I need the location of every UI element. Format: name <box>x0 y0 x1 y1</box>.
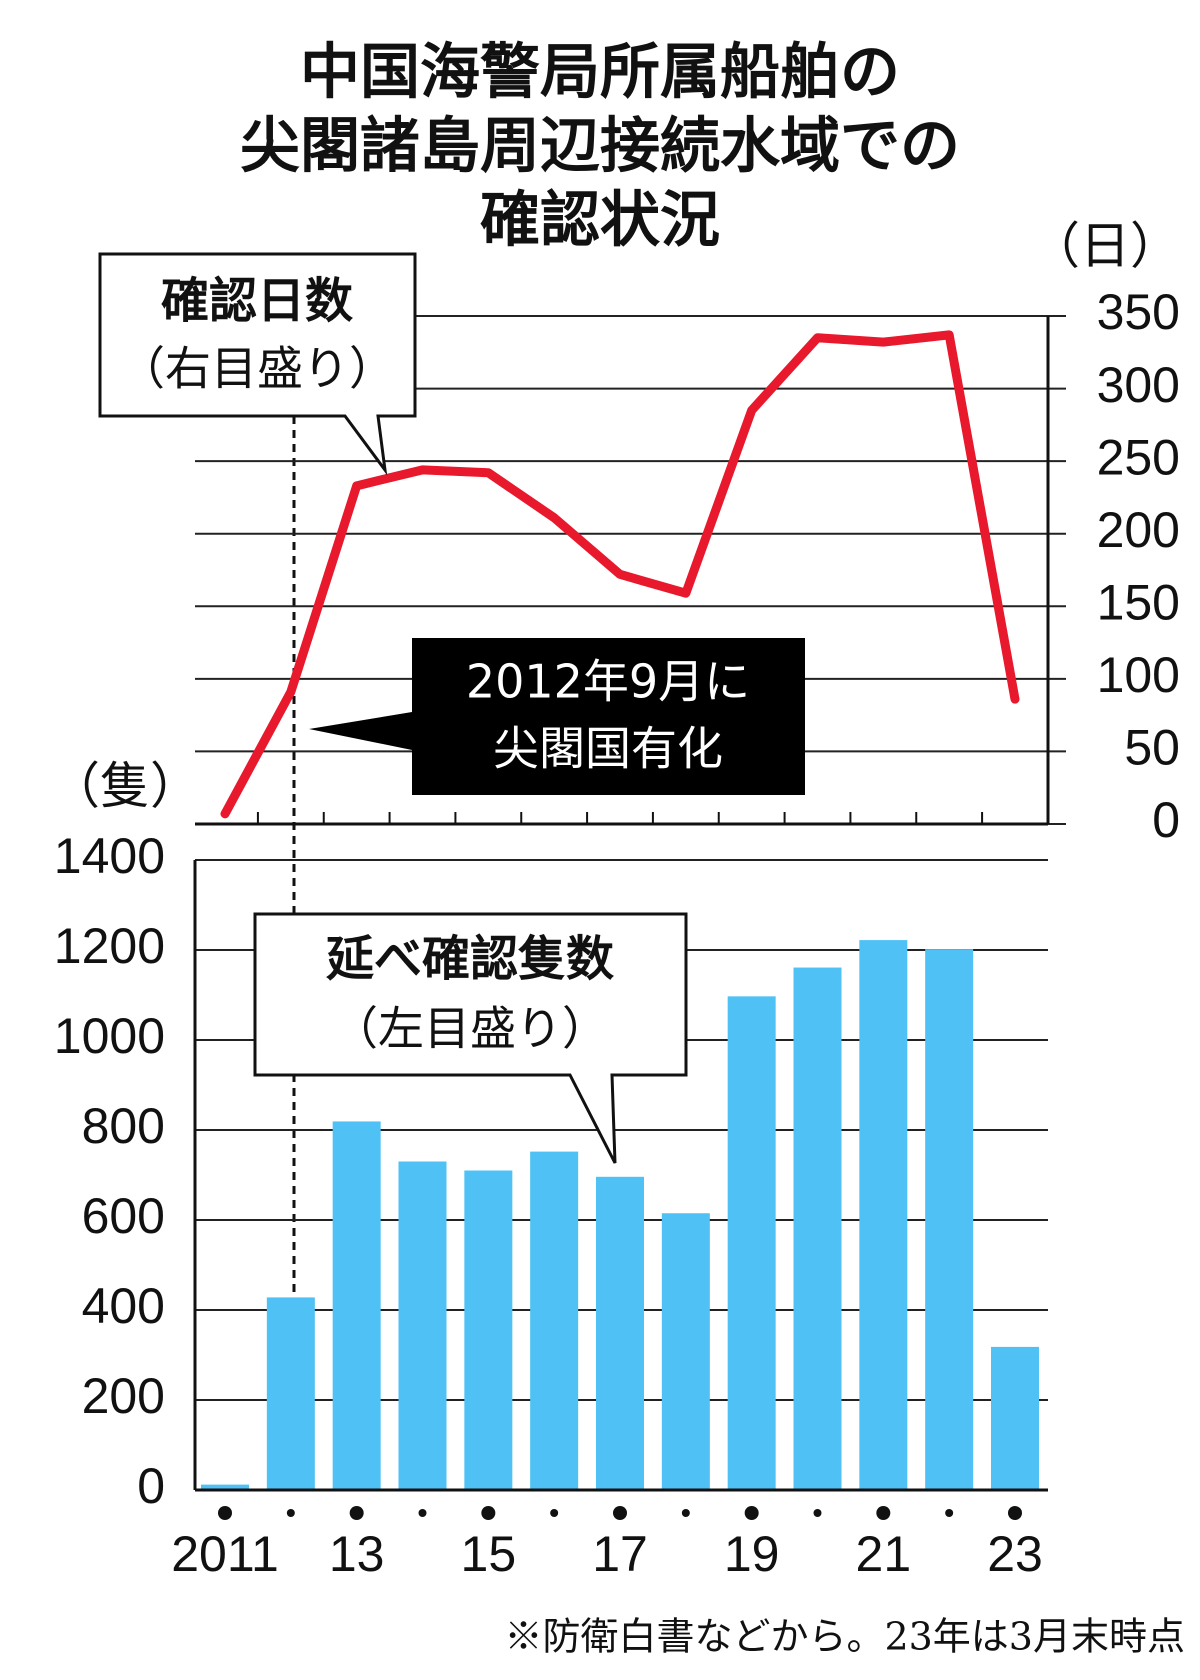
data-line <box>220 330 1020 819</box>
event-box <box>309 638 805 795</box>
x-dot <box>349 1506 364 1520</box>
bar <box>727 996 776 1490</box>
x-dot <box>1008 1506 1022 1520</box>
callout-title: 延べ確認隻数 <box>326 931 614 987</box>
x-tick-label: 15 <box>461 1526 517 1582</box>
bar <box>661 1213 710 1490</box>
callout-sub: （右目盛り） <box>119 342 395 396</box>
plots: 0 50 100 150 200 250 300 350 0 200 400 600 800 1000 12… <box>54 284 1180 1582</box>
bar <box>464 1170 513 1490</box>
x-dot <box>813 1509 822 1517</box>
bar <box>398 1161 447 1490</box>
bar <box>266 1297 315 1490</box>
bar <box>793 967 842 1490</box>
y2-tick-label: 100 <box>1097 647 1180 703</box>
bar <box>991 1346 1039 1490</box>
x-dot <box>613 1506 627 1520</box>
callout-sub: （左目盛り） <box>332 1002 608 1056</box>
y-tick-label: 1400 <box>54 828 165 884</box>
y-axis-label: （隻） <box>50 758 200 814</box>
event-label: 尖閣国有化 <box>493 722 723 776</box>
x-dot <box>876 1506 891 1520</box>
x-tick-label: 13 <box>329 1526 385 1582</box>
y-tick-label: 0 <box>137 1458 165 1514</box>
x-tick-label: 2011 <box>171 1526 279 1582</box>
y-tick-label: 1000 <box>54 1008 165 1064</box>
x-dot <box>418 1509 427 1517</box>
callout-box <box>98 252 417 476</box>
y-tick-label: 800 <box>82 1098 165 1154</box>
x-dot <box>286 1509 295 1517</box>
bar <box>332 1121 381 1490</box>
x-dot <box>945 1509 954 1517</box>
x-dot <box>218 1506 232 1520</box>
y-tick-label: 200 <box>82 1368 165 1424</box>
x-dot <box>681 1509 690 1517</box>
y-tick-label: 400 <box>82 1278 165 1334</box>
y2-axis-label: （日） <box>1030 218 1180 274</box>
x-dot <box>550 1509 559 1517</box>
note: ※防衛白書などから。23年は3月末時点 <box>504 1615 1185 1659</box>
y2-tick-label: 150 <box>1097 574 1180 630</box>
bar <box>596 1176 644 1490</box>
callout-title: 確認日数 <box>161 273 353 329</box>
bar <box>201 1484 249 1490</box>
x-dot <box>744 1506 759 1520</box>
title-line: 尖閣諸島周辺接続水域での <box>240 112 960 182</box>
y2-tick-label: 350 <box>1097 284 1180 340</box>
y2-tick-label: 0 <box>1152 792 1180 848</box>
y2-tick-label: 300 <box>1097 357 1180 413</box>
y2-tick-label: 50 <box>1124 720 1180 776</box>
x-dot <box>481 1506 496 1520</box>
x-tick-label: 17 <box>592 1526 648 1582</box>
title-line: 確認状況 <box>480 186 720 256</box>
event-label: 2012年9月に <box>466 655 750 709</box>
x-tick-label: 21 <box>856 1526 912 1582</box>
bar <box>859 940 908 1490</box>
y2-tick-label: 200 <box>1097 502 1180 558</box>
y-tick-label: 600 <box>82 1188 165 1244</box>
y-tick-label: 1200 <box>54 918 165 974</box>
x-tick-label: 19 <box>724 1526 780 1582</box>
bar <box>530 1151 579 1490</box>
x-tick-label: 23 <box>987 1526 1043 1582</box>
bar <box>925 949 974 1490</box>
y2-tick-label: 250 <box>1097 429 1180 485</box>
callout-box <box>253 912 688 1164</box>
title-line: 中国海警局所属船舶の <box>300 38 900 108</box>
